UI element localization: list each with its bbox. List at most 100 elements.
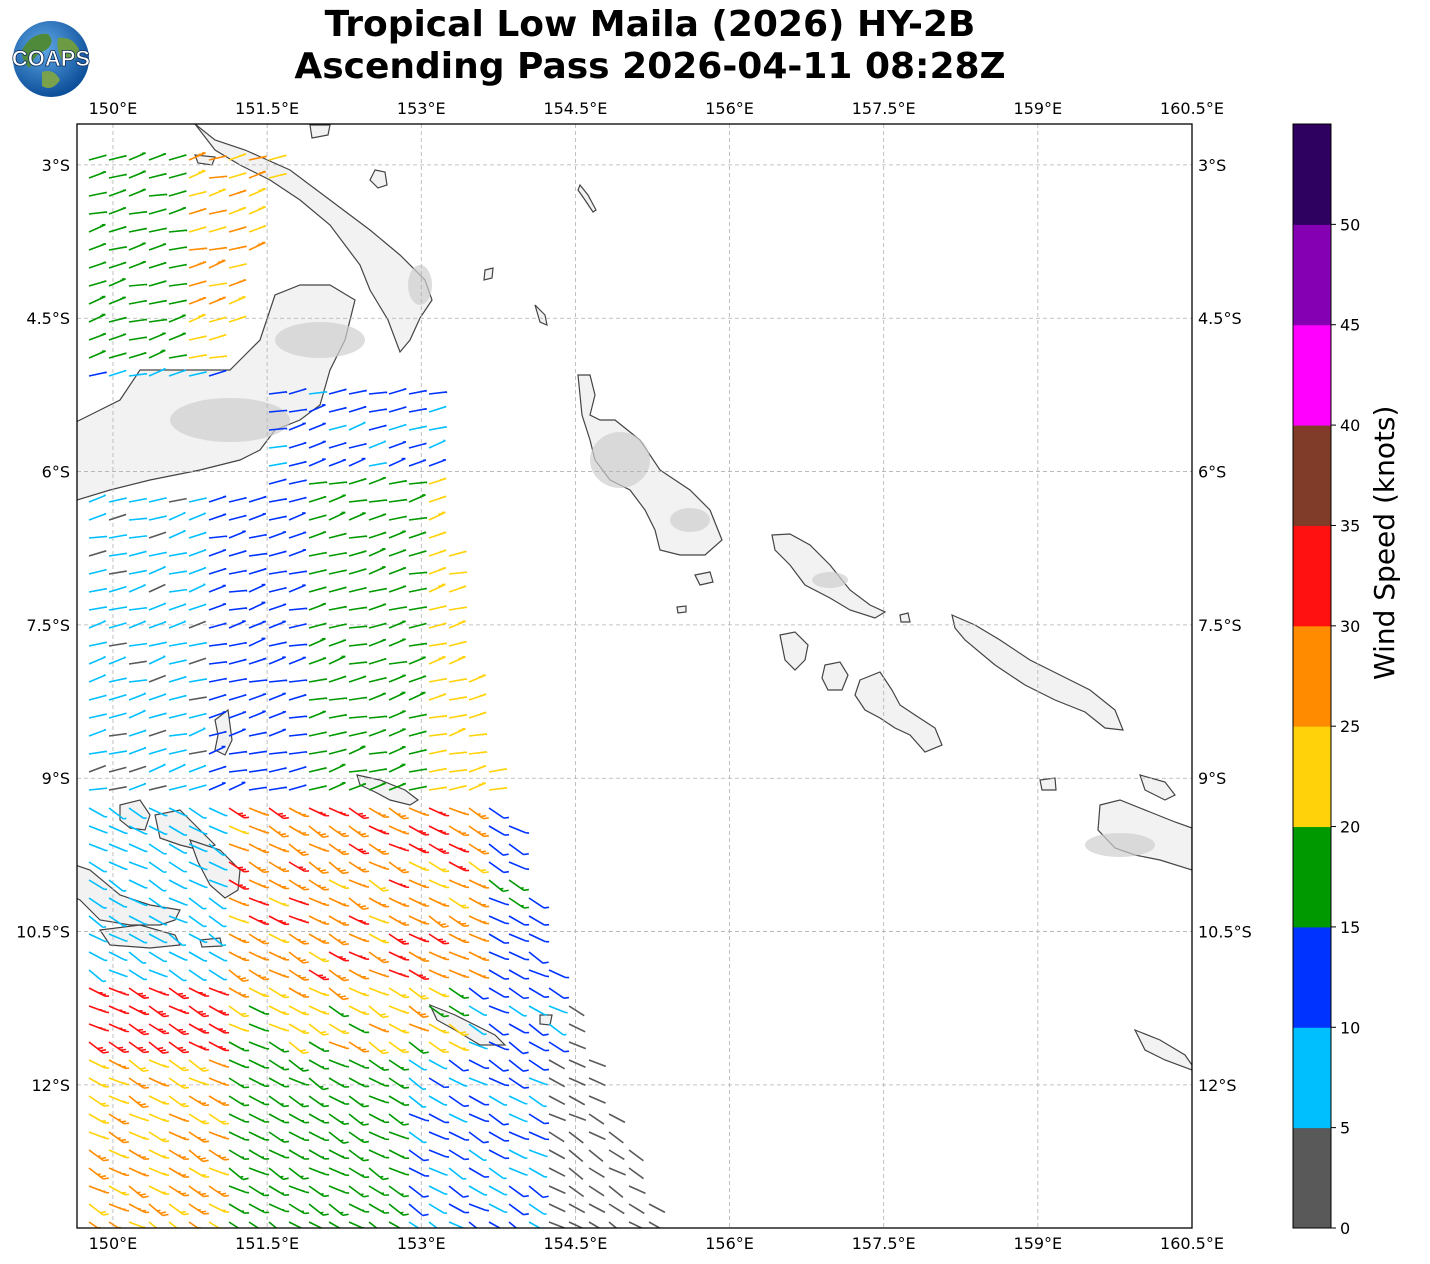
wind-barb: [148, 807, 168, 817]
wind-barb: [248, 768, 268, 773]
wind-barb: [288, 1131, 310, 1141]
wind-barb: [248, 568, 267, 575]
colorbar-segment: [1293, 1027, 1331, 1129]
wind-barb: [348, 897, 369, 911]
wind-barb: [428, 567, 447, 575]
wind-barb: [188, 764, 207, 773]
wind-barb: [328, 763, 346, 773]
colorbar-segment: [1293, 726, 1331, 828]
lon-label-bottom: 156°E: [705, 1234, 754, 1253]
wind-barb: [308, 987, 330, 997]
wind-barb: [368, 751, 388, 755]
wind-barb: [428, 693, 447, 701]
wind-barb: [488, 1131, 510, 1142]
wind-barb: [328, 569, 347, 575]
wind-barb: [288, 548, 307, 557]
lat-label-right: 4.5°S: [1198, 309, 1242, 328]
wind-barb: [528, 969, 550, 978]
wind-barb: [428, 825, 450, 835]
wind-barb: [248, 693, 267, 701]
wind-barb: [408, 730, 427, 737]
wind-barb: [288, 441, 307, 449]
colorbar-tick-label: 10: [1340, 1018, 1360, 1037]
island-6: [854, 671, 943, 753]
wind-barb: [368, 1023, 390, 1033]
wind-barb: [288, 1185, 310, 1194]
colorbar-tick-label: 0: [1340, 1219, 1350, 1238]
wind-barb: [408, 642, 428, 647]
wind-barb: [308, 678, 328, 683]
wind-barb: [368, 729, 387, 737]
wind-barb: [228, 987, 250, 998]
wind-barb: [328, 1221, 342, 1228]
wind-barb: [328, 713, 348, 719]
wind-barb: [168, 603, 187, 611]
wind-barb: [128, 729, 147, 737]
wind-barb: [88, 295, 106, 305]
wind-barb: [148, 153, 167, 161]
wind-barb: [248, 637, 266, 647]
wind-barb: [88, 535, 108, 539]
wind-barb: [268, 951, 290, 961]
wind-barb: [268, 1113, 290, 1124]
wind-barb: [128, 336, 148, 341]
wind-barb: [608, 1131, 624, 1144]
wind-barb: [368, 1041, 389, 1055]
wind-barb: [388, 1185, 409, 1198]
wind-barb: [268, 1077, 290, 1088]
wind-barb: [328, 442, 347, 449]
wind-barb: [508, 1167, 528, 1176]
wind-barb: [388, 861, 409, 874]
wind-barb: [648, 1221, 662, 1228]
wind-barb: [148, 566, 166, 575]
wind-barb: [108, 173, 127, 179]
wind-barb: [388, 1077, 410, 1089]
wind-barb: [328, 458, 347, 467]
wind-barb: [588, 1095, 606, 1104]
map-title: Tropical Low Maila (2026) HY-2B Ascendin…: [0, 4, 1300, 88]
wind-barb: [588, 1221, 601, 1228]
wind-barb: [288, 784, 307, 791]
wind-barb: [128, 1005, 150, 1016]
wind-barb: [128, 299, 147, 305]
wind-barb: [268, 427, 288, 431]
island-9: [356, 774, 420, 806]
wind-barb: [268, 462, 288, 467]
wind-barb: [428, 861, 450, 873]
wind-barb: [88, 656, 106, 665]
wind-barb: [148, 280, 167, 287]
wind-barb: [308, 404, 326, 413]
wind-barb: [468, 861, 489, 874]
wind-barb: [228, 711, 247, 719]
wind-barb: [308, 710, 327, 719]
wind-barb: [288, 422, 306, 431]
wind-barb: [388, 782, 407, 791]
wind-barb: [348, 550, 367, 557]
wind-barb: [248, 533, 267, 539]
wind-barb: [228, 694, 247, 701]
wind-barb: [108, 513, 127, 521]
wind-barb: [528, 1023, 549, 1037]
wind-barb: [128, 318, 148, 323]
wind-barb: [148, 332, 166, 341]
wind-barb: [308, 1041, 330, 1052]
wind-barb: [448, 640, 467, 647]
wind-barb: [348, 568, 367, 575]
wind-barb: [468, 1077, 488, 1086]
wind-barb: [508, 1041, 529, 1055]
wind-barb: [368, 1077, 390, 1087]
wind-barb: [348, 715, 368, 719]
wind-barb: [508, 987, 530, 1000]
wind-barb: [228, 1077, 250, 1089]
wind-barb: [208, 807, 228, 817]
wind-barb: [128, 843, 148, 853]
wind-barb: [308, 969, 330, 981]
wind-barb: [88, 261, 107, 269]
wind-barb: [188, 512, 207, 521]
wind-barb: [328, 969, 349, 982]
wind-barb: [268, 1005, 290, 1015]
island-15: [428, 1003, 507, 1046]
wind-barb: [208, 711, 227, 719]
wind-barb: [388, 987, 410, 999]
wind-barb: [428, 1149, 450, 1158]
